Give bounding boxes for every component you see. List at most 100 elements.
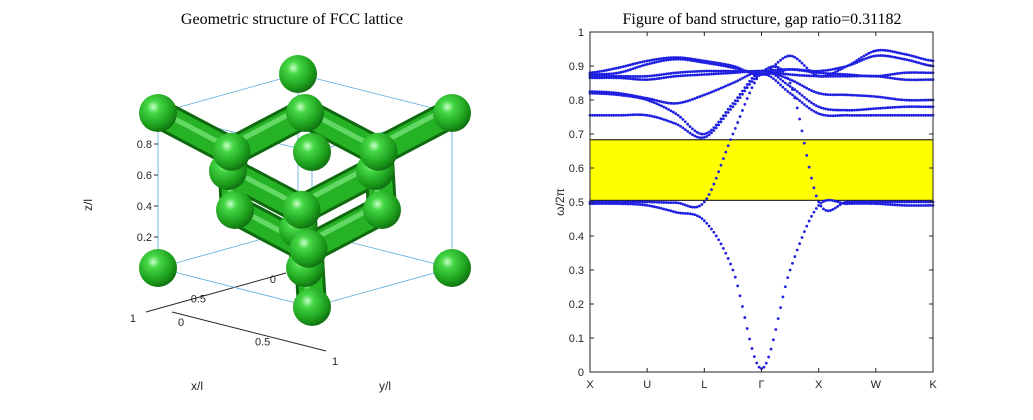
band-point-6-58	[726, 69, 730, 73]
band-point-8-113	[857, 57, 861, 61]
band-point-4-59	[729, 82, 732, 86]
band-point-8-140	[922, 57, 925, 61]
band-point-6-99	[824, 71, 828, 75]
band-point-6-37	[676, 71, 680, 74]
band-point-5-47	[700, 73, 704, 77]
band-point-2-30	[660, 117, 663, 121]
band-point-0-60	[731, 268, 735, 272]
band-point-0-30	[660, 206, 663, 210]
band-point-7-134	[907, 58, 911, 62]
band-point-4-34	[669, 101, 673, 105]
band-point-4-66	[745, 74, 749, 78]
band-point-0-25	[648, 204, 651, 208]
band-point-3-132	[903, 105, 906, 109]
band-point-6-129	[895, 72, 899, 75]
band-point-3-107	[843, 108, 847, 112]
band-point-0-42	[688, 212, 692, 216]
band-point-5-57	[724, 71, 728, 75]
band-point-3-53	[714, 123, 718, 127]
band-point-2-1	[590, 113, 594, 117]
band-series-4	[588, 69, 935, 105]
atom-4	[293, 288, 331, 326]
band-point-5-21	[638, 78, 642, 81]
band-point-4-46	[698, 95, 701, 99]
band-point-3-141	[924, 105, 928, 109]
band-point-3-137	[914, 105, 918, 109]
band-point-2-124	[883, 113, 887, 117]
band-point-2-109	[848, 113, 852, 117]
band-point-1-120	[874, 200, 878, 204]
band-point-8-58	[726, 63, 730, 67]
band-point-7-25	[648, 62, 651, 66]
band-point-6-53	[714, 69, 718, 73]
band-point-1-106	[841, 201, 844, 205]
band-point-2-43	[691, 133, 694, 137]
band-point-2-100	[826, 114, 830, 118]
band-point-3-143	[929, 105, 933, 109]
band-point-7-117	[867, 56, 871, 59]
band-point-0-128	[893, 203, 897, 207]
band-point-7-31	[662, 59, 666, 62]
band-point-3-51	[710, 128, 713, 132]
band-point-1-128	[893, 200, 897, 204]
band-point-7-116	[864, 56, 868, 60]
band-point-1-28	[655, 200, 659, 204]
band-point-4-23	[643, 96, 647, 100]
band-point-0-61	[733, 275, 737, 279]
band-point-4-102	[831, 93, 835, 97]
band-point-0-38	[679, 211, 682, 215]
band-point-1-136	[912, 200, 916, 204]
band-point-2-39	[681, 126, 685, 130]
band-point-0-78	[774, 328, 778, 331]
band-point-4-37	[676, 101, 680, 105]
band-point-8-107	[843, 65, 847, 69]
band-point-1-135	[910, 200, 913, 204]
band-point-5-86	[793, 73, 797, 77]
band-point-5-87	[795, 73, 799, 77]
band-point-6-46	[698, 69, 701, 73]
band-point-3-25	[648, 99, 651, 103]
band-point-3-57	[724, 110, 728, 114]
band-point-0-35	[671, 210, 675, 213]
band-point-1-121	[876, 200, 880, 204]
band-point-3-52	[712, 126, 716, 130]
atom-7	[293, 133, 331, 171]
band-point-2-81	[781, 85, 785, 89]
band-point-2-82	[783, 87, 787, 91]
band-point-4-103	[833, 93, 837, 97]
band-point-6-125	[886, 73, 890, 77]
band-point-5-50	[707, 72, 711, 76]
band-point-2-102	[831, 114, 835, 118]
band-point-0-66	[745, 327, 749, 330]
band-point-6-141	[924, 71, 928, 75]
band-point-5-132	[903, 78, 906, 81]
band-point-4-131	[900, 98, 904, 102]
band-point-4-10	[612, 91, 616, 95]
band-point-2-88	[798, 99, 802, 102]
band-point-6-132	[903, 71, 906, 75]
band-y-tick-label-9: 0.9	[569, 61, 584, 73]
band-point-8-50	[707, 60, 711, 64]
band-point-2-132	[903, 113, 906, 117]
band-point-1-60	[731, 132, 735, 136]
band-point-5-39	[681, 74, 685, 78]
band-point-2-64	[741, 92, 744, 96]
band-point-0-29	[657, 206, 661, 210]
band-point-8-93	[810, 70, 813, 74]
band-point-8-62	[736, 66, 740, 69]
band-point-6-14	[621, 74, 625, 78]
band-point-7-13	[619, 70, 623, 74]
band-point-0-86	[793, 255, 797, 258]
band-point-2-105	[838, 114, 842, 117]
band-point-4-31	[662, 100, 666, 104]
band-point-0-89	[800, 236, 804, 239]
atom-13	[216, 191, 254, 229]
band-point-6-43	[691, 70, 694, 74]
band-point-1-57	[724, 150, 728, 154]
band-point-8-86	[793, 55, 797, 59]
band-point-1-16	[626, 200, 630, 204]
band-point-8-74	[764, 71, 768, 74]
band-point-2-77	[772, 77, 775, 80]
band-point-6-138	[917, 71, 921, 74]
band-point-2-140	[922, 113, 925, 117]
